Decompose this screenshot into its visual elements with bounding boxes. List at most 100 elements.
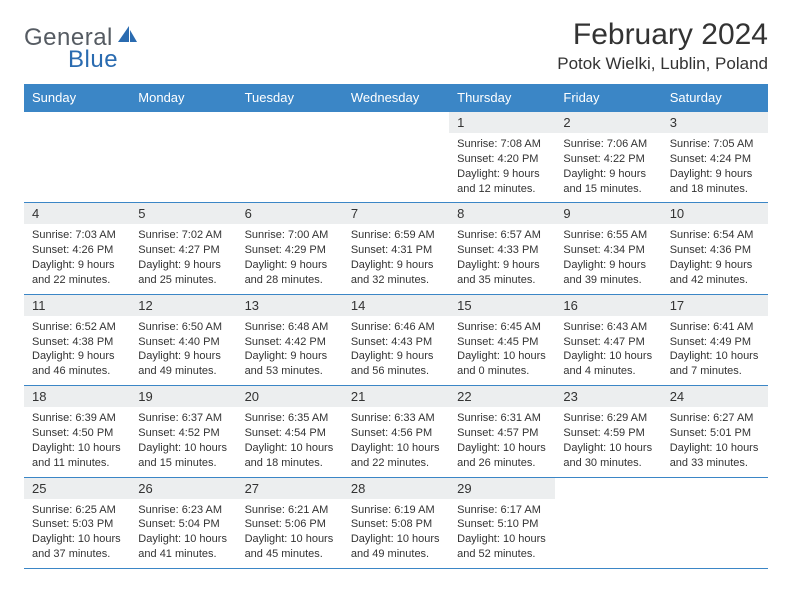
sunrise-text: Sunrise: 6:46 AM [351,320,441,335]
calendar-cell: 9Sunrise: 6:55 AMSunset: 4:34 PMDaylight… [555,203,661,294]
daylight-text: Daylight: 10 hours and 45 minutes. [245,532,335,562]
sunrise-text: Sunrise: 6:41 AM [670,320,760,335]
daylight-text: Daylight: 9 hours and 22 minutes. [32,258,122,288]
sunrise-text: Sunrise: 6:33 AM [351,411,441,426]
day-content: Sunrise: 7:05 AMSunset: 4:24 PMDaylight:… [662,133,768,202]
daylight-text: Daylight: 10 hours and 37 minutes. [32,532,122,562]
sunset-text: Sunset: 4:50 PM [32,426,122,441]
sunrise-text: Sunrise: 6:55 AM [563,228,653,243]
day-content: Sunrise: 7:08 AMSunset: 4:20 PMDaylight:… [449,133,555,202]
calendar-row: 25Sunrise: 6:25 AMSunset: 5:03 PMDayligh… [24,477,768,568]
sunset-text: Sunset: 4:42 PM [245,335,335,350]
day-number: 3 [662,112,768,133]
day-content: Sunrise: 7:06 AMSunset: 4:22 PMDaylight:… [555,133,661,202]
day-number: 9 [555,203,661,224]
day-number: 21 [343,386,449,407]
sunset-text: Sunset: 4:31 PM [351,243,441,258]
daylight-text: Daylight: 10 hours and 30 minutes. [563,441,653,471]
calendar-cell: 1Sunrise: 7:08 AMSunset: 4:20 PMDaylight… [449,112,555,203]
weekday-header: Sunday [24,84,130,112]
calendar-cell: 26Sunrise: 6:23 AMSunset: 5:04 PMDayligh… [130,477,236,568]
sunrise-text: Sunrise: 6:39 AM [32,411,122,426]
sunrise-text: Sunrise: 6:31 AM [457,411,547,426]
day-content: Sunrise: 7:02 AMSunset: 4:27 PMDaylight:… [130,224,236,293]
daylight-text: Daylight: 9 hours and 35 minutes. [457,258,547,288]
sunset-text: Sunset: 4:49 PM [670,335,760,350]
header: GeneralBlue February 2024 Potok Wielki, … [24,18,768,74]
calendar-cell: 21 Sunrise: 6:33 AMSunset: 4:56 PMDayligh… [343,386,449,477]
calendar-cell: 27Sunrise: 6:21 AMSunset: 5:06 PMDayligh… [237,477,343,568]
sunrise-text: Sunrise: 6:45 AM [457,320,547,335]
daylight-text: Daylight: 9 hours and 25 minutes. [138,258,228,288]
sunset-text: Sunset: 4:22 PM [563,152,653,167]
weekday-header: Wednesday [343,84,449,112]
brand-logo: GeneralBlue [24,24,139,74]
sunset-text: Sunset: 5:10 PM [457,517,547,532]
sunrise-text: Sunrise: 6:35 AM [245,411,335,426]
daylight-text: Daylight: 9 hours and 18 minutes. [670,167,760,197]
sunset-text: Sunset: 4:56 PM [351,426,441,441]
sunrise-text: Sunrise: 6:19 AM [351,503,441,518]
daylight-text: Daylight: 10 hours and 22 minutes. [351,441,441,471]
sunrise-text: Sunrise: 6:25 AM [32,503,122,518]
day-number: 17 [662,295,768,316]
calendar-cell: 8Sunrise: 6:57 AMSunset: 4:33 PMDaylight… [449,203,555,294]
calendar-row: 1Sunrise: 7:08 AMSunset: 4:20 PMDaylight… [24,112,768,203]
calendar-cell: 25Sunrise: 6:25 AMSunset: 5:03 PMDayligh… [24,477,130,568]
day-content: Sunrise: 6:37 AMSunset: 4:52 PMDaylight:… [130,407,236,476]
daylight-text: Daylight: 10 hours and 49 minutes. [351,532,441,562]
day-number: 26 [130,478,236,499]
day-number: 2 [555,112,661,133]
sunrise-text: Sunrise: 6:57 AM [457,228,547,243]
calendar-cell [662,477,768,568]
day-content: Sunrise: 6:55 AMSunset: 4:34 PMDaylight:… [555,224,661,293]
day-number: 29 [449,478,555,499]
day-number: 20 [237,386,343,407]
sunset-text: Sunset: 4:34 PM [563,243,653,258]
day-content: Sunrise: 6:59 AMSunset: 4:31 PMDaylight:… [343,224,449,293]
daylight-text: Daylight: 10 hours and 15 minutes. [138,441,228,471]
sunset-text: Sunset: 4:45 PM [457,335,547,350]
calendar-cell: 3Sunrise: 7:05 AMSunset: 4:24 PMDaylight… [662,112,768,203]
day-number: 23 [555,386,661,407]
calendar-cell: 16Sunrise: 6:43 AMSunset: 4:47 PMDayligh… [555,294,661,385]
calendar-cell: 12Sunrise: 6:50 AMSunset: 4:40 PMDayligh… [130,294,236,385]
weekday-header: Saturday [662,84,768,112]
sunrise-text: Sunrise: 7:06 AM [563,137,653,152]
calendar-cell: 22Sunrise: 6:31 AMSunset: 4:57 PMDayligh… [449,386,555,477]
daylight-text: Daylight: 9 hours and 28 minutes. [245,258,335,288]
day-content: Sunrise: 6:29 AMSunset: 4:59 PMDaylight:… [555,407,661,476]
day-content: Sunrise: 6:45 AMSunset: 4:45 PMDaylight:… [449,316,555,385]
calendar-cell: 28Sunrise: 6:19 AMSunset: 5:08 PMDayligh… [343,477,449,568]
daylight-text: Daylight: 10 hours and 0 minutes. [457,349,547,379]
sunset-text: Sunset: 4:47 PM [563,335,653,350]
daylight-text: Daylight: 9 hours and 39 minutes. [563,258,653,288]
calendar-cell: 23Sunrise: 6:29 AMSunset: 4:59 PMDayligh… [555,386,661,477]
sunrise-text: Sunrise: 6:29 AM [563,411,653,426]
brand-part2: Blue [68,46,118,74]
sunset-text: Sunset: 5:03 PM [32,517,122,532]
day-content: Sunrise: 6:39 AMSunset: 4:50 PMDaylight:… [24,407,130,476]
month-title: February 2024 [557,18,768,52]
day-number: 14 [343,295,449,316]
day-number: 19 [130,386,236,407]
daylight-text: Daylight: 9 hours and 42 minutes. [670,258,760,288]
sunrise-text: Sunrise: 6:54 AM [670,228,760,243]
weekday-header: Thursday [449,84,555,112]
day-number: 18 [24,386,130,407]
day-content: Sunrise: 6:48 AMSunset: 4:42 PMDaylight:… [237,316,343,385]
day-content: Sunrise: 6:23 AMSunset: 5:04 PMDaylight:… [130,499,236,568]
day-number: 12 [130,295,236,316]
sunset-text: Sunset: 4:57 PM [457,426,547,441]
daylight-text: Daylight: 10 hours and 18 minutes. [245,441,335,471]
location: Potok Wielki, Lublin, Poland [557,54,768,74]
day-number: 4 [24,203,130,224]
day-number: 8 [449,203,555,224]
day-number: 28 [343,478,449,499]
sunset-text: Sunset: 5:01 PM [670,426,760,441]
day-number: 24 [662,386,768,407]
sunset-text: Sunset: 4:24 PM [670,152,760,167]
sunrise-text: Sunrise: 6:21 AM [245,503,335,518]
calendar-row: 11Sunrise: 6:52 AMSunset: 4:38 PMDayligh… [24,294,768,385]
daylight-text: Daylight: 10 hours and 4 minutes. [563,349,653,379]
